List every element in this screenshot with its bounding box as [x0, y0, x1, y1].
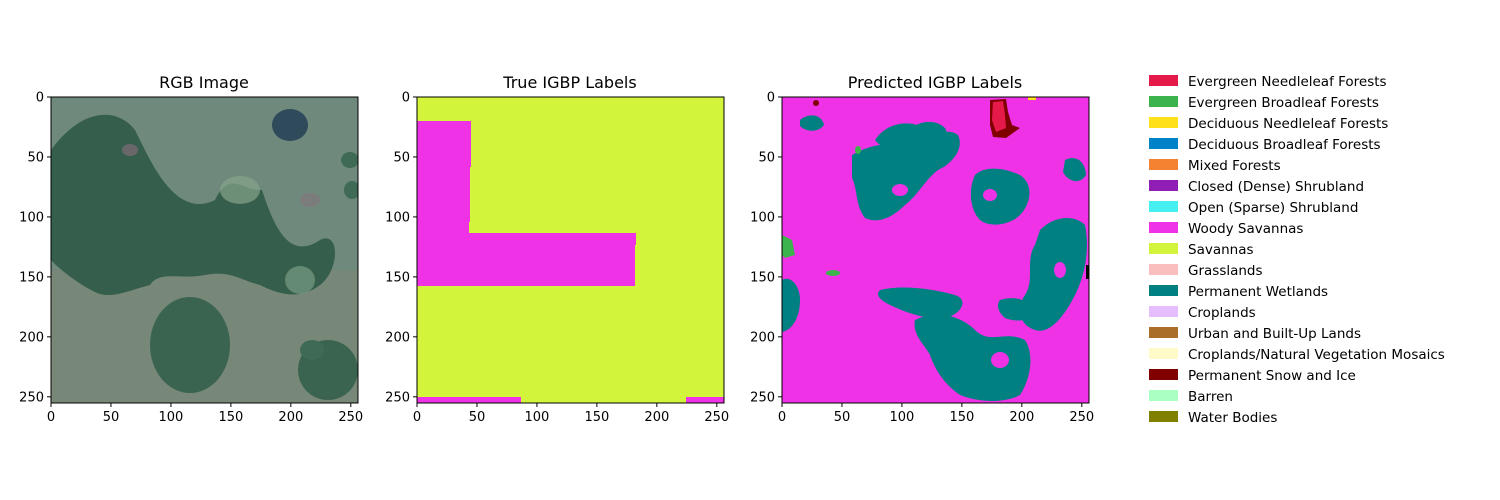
- legend-swatch: [1149, 327, 1178, 338]
- rgb-image: [51, 97, 358, 403]
- x-tick-label: 200: [644, 410, 669, 425]
- x-tick-label: 200: [1009, 410, 1034, 425]
- legend-swatch: [1149, 369, 1178, 380]
- legend-swatch: [1149, 96, 1178, 107]
- legend-label: Croplands/Natural Vegetation Mosaics: [1188, 347, 1445, 363]
- x-tick-label: 100: [159, 410, 184, 425]
- x-tick-label: 100: [525, 410, 550, 425]
- legend-label: Mixed Forests: [1188, 158, 1281, 174]
- y-tick-label: 200: [19, 330, 44, 345]
- legend-label: Permanent Snow and Ice: [1188, 368, 1356, 384]
- legend-swatch: [1149, 243, 1178, 254]
- x-tick-label: 100: [890, 410, 915, 425]
- panel-title-rgb: RGB Image: [159, 73, 249, 92]
- legend-swatch: [1149, 117, 1178, 128]
- y-tick-label: 150: [750, 270, 775, 285]
- x-tick-label: 50: [103, 410, 120, 425]
- x-tick-label: 0: [47, 410, 55, 425]
- legend-swatch: [1149, 390, 1178, 401]
- y-tick-label: 250: [19, 390, 44, 405]
- legend-label: Grasslands: [1188, 263, 1263, 279]
- y-tick-label: 100: [19, 210, 44, 225]
- y-tick-label: 200: [750, 330, 775, 345]
- panel-title-true: True IGBP Labels: [502, 73, 636, 92]
- legend-label: Urban and Built-Up Lands: [1188, 326, 1361, 342]
- legend-swatch: [1149, 222, 1178, 233]
- y-tick-label: 250: [385, 390, 410, 405]
- x-tick-label: 250: [1069, 410, 1094, 425]
- legend-swatch: [1149, 201, 1178, 212]
- legend-swatch: [1149, 138, 1178, 149]
- legend-label: Permanent Wetlands: [1188, 284, 1328, 300]
- predicted-labels-map: [782, 97, 1089, 403]
- panel-title-predicted: Predicted IGBP Labels: [848, 73, 1023, 92]
- legend-label: Open (Sparse) Shrubland: [1188, 200, 1358, 216]
- x-tick-label: 250: [338, 410, 363, 425]
- legend-label: Closed (Dense) Shrubland: [1188, 179, 1364, 195]
- y-tick-label: 250: [750, 390, 775, 405]
- y-tick-label: 100: [750, 210, 775, 225]
- axes-frame-predicted: [781, 96, 1090, 404]
- axes-frame-true: [416, 96, 725, 404]
- x-tick-label: 150: [949, 410, 974, 425]
- legend-swatch: [1149, 180, 1178, 191]
- x-tick-label: 0: [778, 410, 786, 425]
- x-tick-label: 150: [218, 410, 243, 425]
- y-tick-label: 0: [36, 91, 44, 106]
- legend-label: Water Bodies: [1188, 410, 1277, 426]
- legend-swatch: [1149, 285, 1178, 296]
- x-tick-label: 50: [834, 410, 851, 425]
- legend-swatch: [1149, 411, 1178, 422]
- y-tick-label: 50: [393, 150, 410, 165]
- y-tick-label: 0: [402, 91, 410, 106]
- y-tick-label: 150: [385, 270, 410, 285]
- y-tick-label: 0: [767, 91, 775, 106]
- legend: Evergreen Needleleaf Forests Evergreen Br…: [1149, 74, 1445, 426]
- legend-label: Deciduous Broadleaf Forests: [1188, 137, 1381, 153]
- y-tick-label: 150: [19, 270, 44, 285]
- y-tick-label: 50: [27, 150, 44, 165]
- y-tick-label: 50: [758, 150, 775, 165]
- legend-label: Barren: [1188, 389, 1233, 405]
- legend-swatch: [1149, 264, 1178, 275]
- legend-label: Evergreen Broadleaf Forests: [1188, 95, 1379, 111]
- legend-swatch: [1149, 159, 1178, 170]
- legend-label: Woody Savannas: [1188, 221, 1303, 237]
- x-tick-label: 200: [278, 410, 303, 425]
- x-tick-label: 150: [584, 410, 609, 425]
- legend-swatch: [1149, 306, 1178, 317]
- x-tick-label: 0: [413, 410, 421, 425]
- y-tick-label: 100: [385, 210, 410, 225]
- y-tick-label: 200: [385, 330, 410, 345]
- x-tick-label: 50: [469, 410, 486, 425]
- legend-label: Deciduous Needleleaf Forests: [1188, 116, 1388, 132]
- x-tick-label: 250: [704, 410, 729, 425]
- legend-label: Evergreen Needleleaf Forests: [1188, 74, 1387, 90]
- legend-swatch: [1149, 75, 1178, 86]
- legend-swatch: [1149, 348, 1178, 359]
- legend-label: Croplands: [1188, 305, 1256, 321]
- true-labels-map: [417, 97, 724, 403]
- axes-frame-rgb: [50, 96, 359, 404]
- legend-label: Savannas: [1188, 242, 1254, 258]
